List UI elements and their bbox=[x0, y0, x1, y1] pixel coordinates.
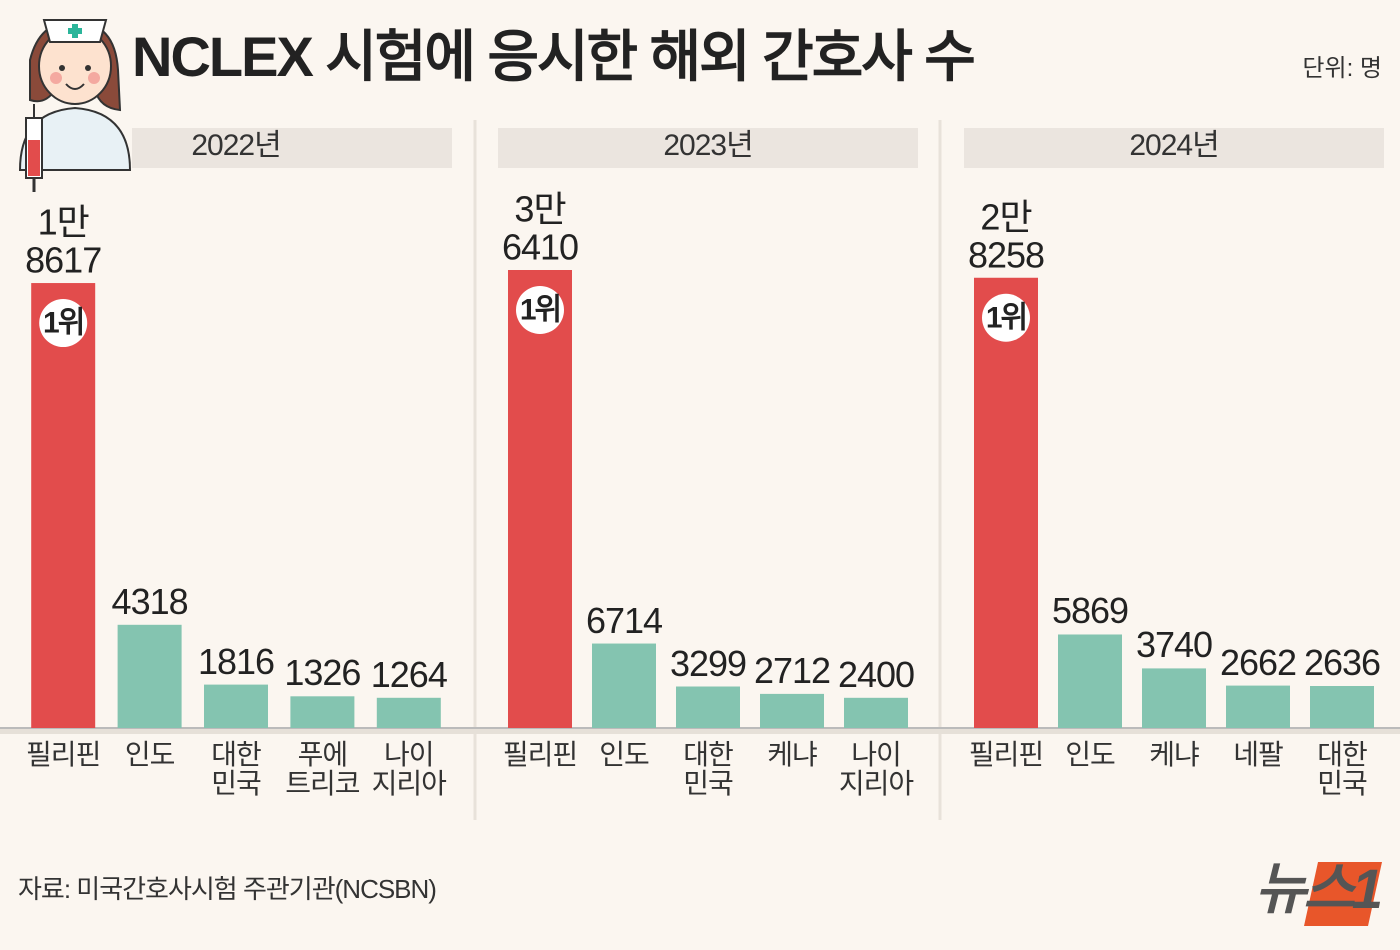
value-label: 2만 8258 bbox=[967, 196, 1045, 275]
category-label: 네팔 bbox=[1233, 739, 1284, 770]
value-label: 6714 bbox=[585, 599, 663, 641]
logo: 뉴스1 bbox=[1254, 857, 1383, 920]
value-label: 2636 bbox=[1303, 642, 1381, 684]
bar bbox=[1142, 668, 1206, 728]
rank-badge bbox=[516, 286, 564, 335]
rank-label: 1위 bbox=[43, 306, 85, 340]
value-label: 2662 bbox=[1219, 641, 1297, 683]
panel-title: 2024년 bbox=[1129, 129, 1219, 162]
category-label: 인도 bbox=[599, 739, 650, 770]
panel-header bbox=[964, 128, 1384, 168]
bar bbox=[117, 624, 182, 728]
bar bbox=[592, 643, 656, 728]
nurse-icon bbox=[18, 19, 132, 192]
baseline-shadow bbox=[0, 728, 1400, 734]
value-label: 5869 bbox=[1051, 590, 1129, 632]
bar bbox=[1226, 685, 1290, 728]
value-label: 3만 6410 bbox=[501, 188, 579, 268]
panel-header bbox=[498, 128, 918, 168]
rank-badge bbox=[982, 293, 1030, 342]
source-note: 자료: 미국간호사시험 주관기관(NCSBN) bbox=[18, 874, 437, 904]
category-label: 푸에 트리코 bbox=[285, 739, 360, 800]
unit-note: 단위: 명 bbox=[1302, 55, 1382, 82]
bar bbox=[760, 693, 824, 728]
bar bbox=[31, 283, 96, 728]
logo-mark bbox=[1304, 862, 1382, 926]
category-label: 대한 민국 bbox=[1317, 739, 1368, 800]
bar bbox=[1310, 685, 1374, 728]
category-label: 케냐 bbox=[767, 739, 818, 770]
value-label: 3299 bbox=[669, 642, 747, 684]
bar bbox=[508, 270, 572, 728]
category-label: 대한 민국 bbox=[211, 739, 262, 800]
bar bbox=[974, 277, 1038, 728]
category-label: 나이 지리아 bbox=[838, 739, 914, 800]
bar bbox=[290, 696, 355, 728]
category-label: 나이 지리아 bbox=[371, 739, 447, 800]
value-label: 2400 bbox=[837, 654, 915, 695]
value-label: 1만 8617 bbox=[25, 201, 102, 281]
rank-label: 1위 bbox=[519, 293, 562, 327]
category-label: 케냐 bbox=[1149, 739, 1200, 770]
rank-label: 1위 bbox=[985, 301, 1028, 334]
panel-header bbox=[132, 128, 452, 168]
value-label: 4318 bbox=[111, 581, 189, 622]
rank-badge bbox=[39, 299, 88, 348]
bar bbox=[204, 684, 268, 728]
panel-title: 2023년 bbox=[663, 129, 753, 162]
value-label: 2712 bbox=[753, 650, 831, 692]
category-label: 필리핀 bbox=[26, 739, 101, 770]
category-label: 필리핀 bbox=[968, 739, 1044, 770]
category-label: 인도 bbox=[124, 739, 176, 770]
bar bbox=[376, 697, 441, 728]
category-label: 필리핀 bbox=[502, 739, 578, 770]
category-label: 인도 bbox=[1065, 739, 1116, 770]
value-label: 1816 bbox=[197, 640, 275, 682]
bar bbox=[844, 697, 908, 728]
value-label: 1264 bbox=[370, 653, 448, 695]
category-label: 대한 민국 bbox=[683, 739, 734, 800]
bar bbox=[1058, 634, 1122, 728]
page-title: NCLEX 시험에 응시한 해외 간호사 수 bbox=[132, 25, 976, 88]
value-label: 3740 bbox=[1135, 624, 1213, 666]
value-label: 1326 bbox=[284, 652, 361, 694]
panel-title: 2022년 bbox=[191, 129, 281, 162]
bar bbox=[676, 686, 740, 728]
plot bbox=[0, 120, 1400, 820]
